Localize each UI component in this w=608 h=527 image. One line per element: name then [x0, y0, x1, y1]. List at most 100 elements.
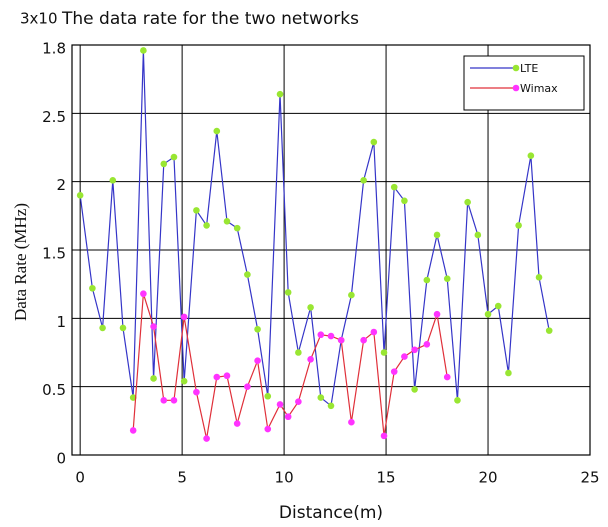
data-point	[150, 375, 157, 382]
data-point	[423, 341, 431, 348]
data-point	[423, 276, 431, 284]
data-point	[264, 392, 272, 400]
data-point	[244, 271, 251, 278]
data-point	[370, 328, 378, 336]
data-point	[390, 368, 398, 375]
legend-marker	[512, 64, 520, 72]
data-point	[484, 310, 492, 318]
data-point	[150, 323, 157, 330]
data-point	[474, 231, 482, 239]
data-point	[545, 327, 553, 334]
plot-frame	[71, 44, 591, 456]
data-point	[170, 397, 178, 404]
data-point	[233, 420, 241, 427]
y-tick-label: 2	[56, 176, 66, 194]
chart-title: The data rate for the two networks	[61, 9, 359, 29]
data-point	[327, 402, 335, 410]
data-point	[401, 197, 408, 205]
x-tick-label: 10	[275, 469, 294, 487]
x-tick-label: 20	[478, 469, 497, 487]
data-point	[193, 388, 200, 396]
data-point	[307, 304, 314, 311]
x-tick-label: 0	[75, 469, 85, 487]
data-point	[433, 231, 441, 239]
data-point	[170, 153, 178, 161]
data-point	[327, 332, 335, 340]
data-point	[443, 373, 451, 381]
data-point	[254, 357, 261, 365]
data-point	[380, 432, 388, 440]
data-point	[535, 274, 543, 281]
data-point	[348, 291, 355, 299]
data-point	[433, 310, 441, 318]
data-point	[233, 224, 241, 232]
y-axis-label: Data Rate (MHz)	[11, 203, 30, 321]
data-point	[295, 398, 302, 406]
y-tick-label: 1	[56, 313, 66, 331]
data-point	[99, 324, 106, 332]
data-point	[411, 386, 418, 393]
data-point	[119, 324, 127, 332]
x-tick-label: 15	[377, 469, 396, 487]
data-point	[454, 397, 461, 404]
data-point	[129, 394, 137, 401]
data-point	[264, 425, 272, 433]
data-point	[348, 418, 355, 426]
data-point	[203, 435, 210, 442]
data-point	[380, 349, 388, 356]
data-point	[317, 394, 325, 401]
legend-label: LTE	[520, 62, 538, 75]
data-point	[494, 302, 502, 310]
data-point	[76, 192, 84, 199]
legend-label: Wimax	[520, 82, 558, 95]
data-point	[276, 401, 284, 408]
y-tick-label: 2.5	[42, 108, 66, 126]
data-point	[140, 290, 147, 298]
x-tick-label: 5	[177, 469, 187, 487]
data-point	[443, 275, 451, 283]
data-point	[295, 349, 302, 356]
data-point	[337, 336, 345, 344]
data-point	[284, 413, 292, 421]
data-point	[370, 138, 378, 146]
y-tick-label: 1.8	[42, 40, 66, 58]
y-tick-label: 0.5	[42, 381, 66, 399]
data-point	[360, 336, 367, 344]
axis-multiplier: 3x10	[20, 10, 58, 28]
legend-marker	[512, 84, 520, 92]
data-point	[505, 369, 512, 377]
data-point	[276, 90, 284, 98]
data-point	[223, 218, 231, 225]
data-point	[390, 183, 398, 191]
data-point	[515, 222, 522, 229]
data-point	[254, 325, 261, 333]
data-point	[464, 198, 471, 206]
data-point	[411, 346, 418, 354]
data-point	[223, 372, 231, 380]
data-point	[244, 383, 251, 390]
y-tick-label: 1.5	[42, 245, 66, 263]
data-point	[129, 427, 137, 434]
data-point	[193, 207, 200, 214]
data-point	[284, 289, 292, 296]
data-point	[160, 397, 168, 404]
data-point	[203, 222, 210, 229]
data-point	[307, 356, 314, 363]
legend-box	[463, 55, 585, 111]
data-point	[180, 313, 188, 321]
series-line	[79, 50, 550, 407]
data-point	[317, 331, 325, 339]
x-axis-label: Distance(m)	[279, 503, 383, 523]
data-point	[109, 177, 117, 184]
data-point	[527, 152, 535, 159]
data-point	[213, 373, 221, 381]
data-point	[160, 160, 168, 168]
data-point	[89, 284, 96, 292]
x-tick-label: 25	[580, 469, 599, 487]
data-point	[360, 177, 367, 184]
data-point	[213, 127, 221, 135]
data-point	[180, 377, 188, 385]
data-point	[140, 47, 147, 54]
data-point	[401, 353, 408, 360]
